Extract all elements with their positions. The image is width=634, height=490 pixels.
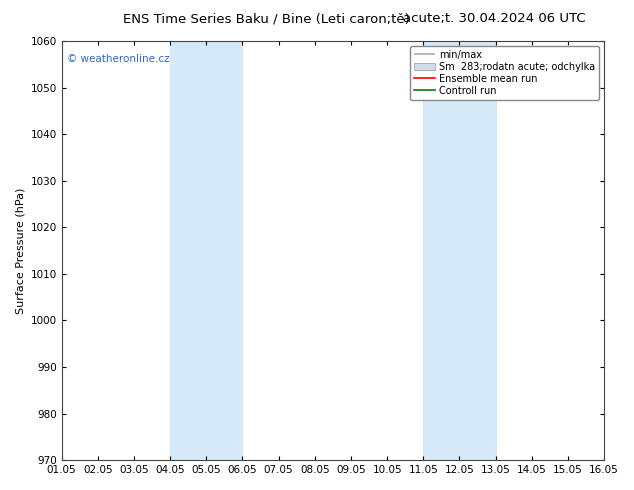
Text: acute;t. 30.04.2024 06 UTC: acute;t. 30.04.2024 06 UTC [403, 12, 586, 25]
Text: © weatheronline.cz: © weatheronline.cz [67, 53, 170, 64]
Text: ENS Time Series Baku / Bine (Leti caron;tě): ENS Time Series Baku / Bine (Leti caron;… [123, 12, 410, 25]
Bar [424, 41, 496, 460]
Bar [170, 41, 242, 460]
Legend: min/max, Sm  283;rodatn acute; odchylka, Ensemble mean run, Controll run: min/max, Sm 283;rodatn acute; odchylka, … [410, 46, 599, 99]
Y-axis label: Surface Pressure (hPa): Surface Pressure (hPa) [15, 187, 25, 314]
